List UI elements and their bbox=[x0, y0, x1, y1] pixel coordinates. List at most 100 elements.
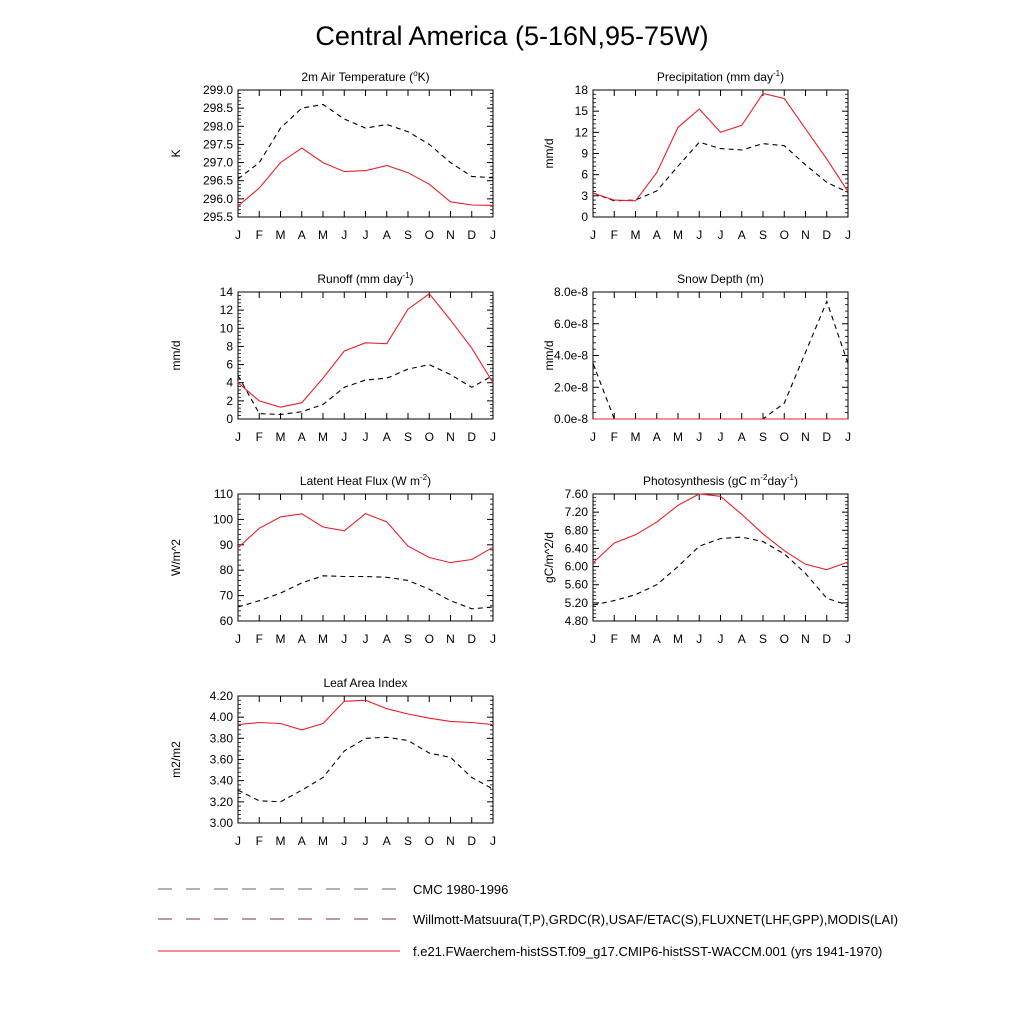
plot-frame bbox=[592, 89, 849, 218]
panel-7: Leaf Area Index 3.00 3.20 3.40 3.60 3.80 4.00 4… bbox=[169, 676, 496, 848]
x-tick-label: N bbox=[446, 228, 455, 242]
x-tick-label: J bbox=[363, 834, 369, 848]
x-tick-label: J bbox=[341, 430, 347, 444]
y-tick-label: 3 bbox=[581, 189, 588, 203]
y-tick-label: 10 bbox=[220, 321, 234, 335]
x-tick-label: M bbox=[673, 632, 683, 646]
y-tick-label: 18 bbox=[575, 83, 589, 97]
y-tick-label: 3.80 bbox=[210, 731, 234, 745]
x-tick-label: F bbox=[611, 228, 618, 242]
x-tick-label: S bbox=[404, 834, 412, 848]
y-tick-label: 295.5 bbox=[203, 210, 233, 224]
x-tick-label: A bbox=[738, 228, 746, 242]
legend-label: f.e21.FWaerchem-histSST.f09_g17.CMIP6-hi… bbox=[413, 944, 882, 959]
x-tick-label: S bbox=[404, 632, 412, 646]
y-tick-label: 6.40 bbox=[565, 541, 589, 555]
panel-title-superscript: -1 bbox=[787, 473, 795, 482]
x-tick-label: M bbox=[276, 228, 286, 242]
x-tick-label: A bbox=[653, 228, 661, 242]
x-tick-label: D bbox=[467, 632, 476, 646]
y-tick-label: 3.40 bbox=[210, 774, 234, 788]
x-tick-label: O bbox=[780, 228, 789, 242]
x-tick-label: S bbox=[404, 430, 412, 444]
panel-title-part: ) bbox=[780, 70, 784, 84]
y-tick-label: 6 bbox=[226, 358, 233, 372]
x-tick-label: M bbox=[318, 834, 328, 848]
y-tick-label: 15 bbox=[575, 104, 589, 118]
panel-title-superscript: o bbox=[413, 69, 418, 78]
legend-entry: Willmott-Matsuura(T,P),GRDC(R),USAF/ETAC… bbox=[158, 912, 898, 927]
x-tick-label: S bbox=[759, 228, 767, 242]
series-line-observed bbox=[592, 299, 849, 420]
x-tick-label: A bbox=[298, 834, 306, 848]
series-line-model bbox=[237, 512, 494, 564]
panel-5: Latent Heat Flux (W m-2) 60 70 80 90 100 110 J F… bbox=[169, 473, 496, 646]
x-tick-label: F bbox=[256, 430, 263, 444]
y-tick-label: 4.0e-8 bbox=[554, 349, 588, 363]
x-tick-label: N bbox=[801, 430, 810, 444]
y-tick-label: 6 bbox=[581, 168, 588, 182]
panel-title-part: Latent Heat Flux (W m bbox=[300, 474, 420, 488]
x-tick-label: J bbox=[363, 228, 369, 242]
panels: 2m Air Temperature (oK)295.5296.0296.529… bbox=[169, 69, 851, 848]
panel-title-part: day bbox=[768, 474, 787, 488]
panel-title-superscript: -1 bbox=[773, 69, 781, 78]
y-tick-label: 0 bbox=[581, 210, 588, 224]
panel-title: Precipitation (mm day-1) bbox=[657, 69, 784, 84]
x-tick-label: A bbox=[383, 228, 391, 242]
x-tick-label: A bbox=[653, 632, 661, 646]
series-line-observed bbox=[237, 364, 494, 416]
legend-entry: CMC 1980-1996 bbox=[158, 882, 508, 897]
x-tick-label: A bbox=[738, 430, 746, 444]
y-tick-label: 8 bbox=[226, 339, 233, 353]
x-tick-label: N bbox=[801, 228, 810, 242]
y-tick-label: 7.20 bbox=[565, 505, 589, 519]
x-tick-label: O bbox=[425, 228, 434, 242]
y-tick-label: 4.80 bbox=[565, 614, 589, 628]
x-tick-label: F bbox=[611, 632, 618, 646]
x-tick-label: M bbox=[631, 632, 641, 646]
y-tick-label: 4 bbox=[226, 376, 233, 390]
x-tick-label: N bbox=[446, 834, 455, 848]
x-tick-label: O bbox=[425, 430, 434, 444]
series-line-model bbox=[592, 493, 849, 571]
y-axis-label: mm/d bbox=[542, 341, 556, 371]
y-tick-label: 14 bbox=[220, 285, 234, 299]
x-tick-label: D bbox=[467, 430, 476, 444]
x-tick-label: D bbox=[467, 834, 476, 848]
x-tick-label: J bbox=[235, 834, 241, 848]
x-tick-label: J bbox=[718, 430, 724, 444]
y-tick-label: 6.00 bbox=[565, 560, 589, 574]
x-tick-label: S bbox=[404, 228, 412, 242]
x-tick-label: J bbox=[490, 834, 496, 848]
x-tick-label: S bbox=[759, 430, 767, 444]
figure-title: Central America (5-16N,95-75W) bbox=[315, 21, 708, 51]
x-tick-label: M bbox=[276, 834, 286, 848]
legend-label: Willmott-Matsuura(T,P),GRDC(R),USAF/ETAC… bbox=[413, 912, 898, 927]
x-tick-label: O bbox=[780, 430, 789, 444]
x-tick-label: J bbox=[590, 430, 596, 444]
plot-frame bbox=[592, 291, 849, 420]
series-line-model bbox=[592, 92, 849, 202]
y-tick-label: 6.80 bbox=[565, 523, 589, 537]
panel-title-part: 2m Air Temperature ( bbox=[301, 70, 413, 84]
x-tick-label: M bbox=[631, 228, 641, 242]
x-tick-label: J bbox=[235, 228, 241, 242]
x-tick-label: F bbox=[611, 430, 618, 444]
x-tick-label: A bbox=[383, 834, 391, 848]
x-tick-label: J bbox=[845, 430, 851, 444]
y-tick-label: 297.0 bbox=[203, 156, 233, 170]
y-axis-label: W/m^2 bbox=[169, 539, 183, 576]
x-tick-label: A bbox=[298, 632, 306, 646]
x-tick-label: J bbox=[718, 228, 724, 242]
y-tick-label: 296.0 bbox=[203, 192, 233, 206]
x-tick-label: A bbox=[738, 632, 746, 646]
panel-title: Latent Heat Flux (W m-2) bbox=[300, 473, 431, 488]
panel-title-part: Leaf Area Index bbox=[323, 676, 407, 690]
panel-title: Leaf Area Index bbox=[323, 676, 407, 690]
x-tick-label: N bbox=[801, 632, 810, 646]
panel-title-superscript: -2 bbox=[420, 473, 428, 482]
series-line-model bbox=[237, 147, 494, 207]
x-tick-label: J bbox=[696, 228, 702, 242]
y-tick-label: 298.5 bbox=[203, 101, 233, 115]
